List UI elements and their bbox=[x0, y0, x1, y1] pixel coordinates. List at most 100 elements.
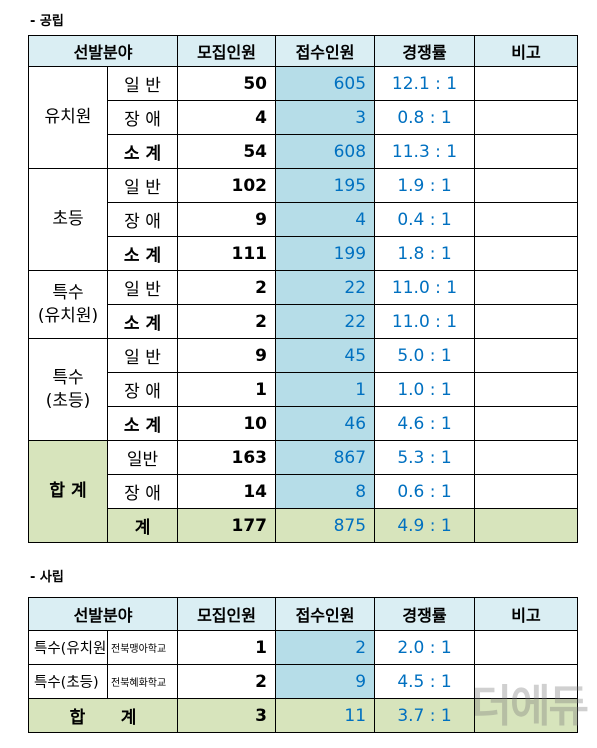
row-label: 장 애 bbox=[106, 474, 179, 509]
applicants-cell: 2 bbox=[275, 630, 376, 665]
note-cell bbox=[474, 372, 579, 407]
quota-cell: 102 bbox=[177, 168, 277, 203]
group-name-line2: (초등) bbox=[45, 390, 91, 411]
private-section-title: - 사립 bbox=[30, 570, 64, 585]
applicants-cell: 22 bbox=[275, 270, 376, 305]
ratio-cell: 11.0 : 1 bbox=[374, 270, 476, 305]
note-cell bbox=[474, 100, 579, 135]
group-kindergarten: 유치원 bbox=[28, 66, 108, 169]
note-cell bbox=[474, 440, 579, 475]
header-note: 비고 bbox=[474, 35, 579, 67]
note-cell bbox=[474, 304, 579, 339]
group-name-line2: (유치원) bbox=[37, 305, 99, 326]
group-name-line1: 특수 bbox=[52, 282, 84, 303]
ratio-cell: 11.3 : 1 bbox=[374, 134, 476, 169]
table-row: 초등 일 반 102 195 1.9 : 1 bbox=[28, 168, 579, 271]
ratio-cell: 4.9 : 1 bbox=[374, 508, 476, 543]
table-header-row: 선발분야 모집인원 접수인원 경쟁률 비고 bbox=[27, 35, 579, 67]
group-name-line1: 특수 bbox=[52, 367, 84, 388]
applicants-cell: 608 bbox=[275, 134, 376, 169]
header-ratio: 경쟁률 bbox=[374, 35, 476, 67]
quota-cell: 9 bbox=[177, 338, 277, 373]
applicants-cell: 22 bbox=[275, 304, 376, 339]
group-elementary: 초등 bbox=[28, 168, 108, 271]
quota-cell: 3 bbox=[177, 698, 277, 733]
header-field: 선발분야 bbox=[27, 597, 179, 631]
header-quota: 모집인원 bbox=[177, 597, 277, 631]
total-label: 합 계 bbox=[27, 698, 179, 733]
quota-cell: 2 bbox=[177, 270, 277, 305]
ratio-cell: 12.1 : 1 bbox=[374, 66, 476, 101]
ratio-cell: 5.0 : 1 bbox=[374, 338, 476, 373]
applicants-cell: 199 bbox=[275, 236, 376, 271]
table-row: 소 계 2 22 11.0 : 1 bbox=[29, 304, 579, 339]
table-row: 장 애 1 1 1.0 : 1 bbox=[29, 372, 579, 407]
group-total: 합 계 bbox=[28, 440, 108, 543]
note-cell bbox=[474, 406, 579, 441]
school-cell: 전북맹아학교 bbox=[106, 630, 179, 665]
table-row: 특수(유치원) 전북맹아학교 1 2 2.0 : 1 bbox=[28, 630, 579, 665]
table-header-row: 선발분야 모집인원 접수인원 경쟁률 비고 bbox=[27, 597, 579, 631]
row-label: 장 애 bbox=[106, 202, 179, 237]
applicants-cell: 8 bbox=[275, 474, 376, 509]
header-note: 비고 bbox=[474, 597, 579, 631]
note-cell bbox=[474, 202, 579, 237]
quota-cell: 4 bbox=[177, 100, 277, 135]
header-ratio: 경쟁률 bbox=[374, 597, 476, 631]
row-label: 소 계 bbox=[106, 236, 179, 271]
row-label: 일 반 bbox=[106, 66, 179, 101]
table-row: 소 계 111 199 1.8 : 1 bbox=[29, 236, 579, 271]
row-label: 장 애 bbox=[106, 100, 179, 135]
ratio-cell: 0.8 : 1 bbox=[374, 100, 476, 135]
quota-cell: 177 bbox=[177, 508, 277, 543]
public-table: 선발분야 모집인원 접수인원 경쟁률 비고 유치원 일 반 50 605 12.… bbox=[27, 35, 579, 543]
ratio-cell: 11.0 : 1 bbox=[374, 304, 476, 339]
table-row-total: 계 177 875 4.9 : 1 bbox=[29, 508, 579, 543]
table-row: 특수(초등) 전북혜화학교 2 9 4.5 : 1 bbox=[28, 664, 579, 699]
group-special-elementary: 특수 (초등) bbox=[28, 338, 108, 441]
public-section-title: - 공립 bbox=[30, 14, 64, 29]
ratio-cell: 5.3 : 1 bbox=[374, 440, 476, 475]
table-row: 합 계 일반 163 867 5.3 : 1 bbox=[28, 440, 579, 543]
quota-cell: 14 bbox=[177, 474, 277, 509]
ratio-cell: 3.7 : 1 bbox=[374, 698, 476, 733]
header-quota: 모집인원 bbox=[177, 35, 277, 67]
ratio-cell: 1.8 : 1 bbox=[374, 236, 476, 271]
applicants-cell: 45 bbox=[275, 338, 376, 373]
table-row-total: 합 계 3 11 3.7 : 1 bbox=[27, 698, 579, 733]
watermark-logo: 더에듀 bbox=[471, 681, 589, 732]
note-cell bbox=[474, 168, 579, 203]
quota-cell: 2 bbox=[177, 304, 277, 339]
ratio-cell: 0.4 : 1 bbox=[374, 202, 476, 237]
private-table: 선발분야 모집인원 접수인원 경쟁률 비고 특수(유치원) 전북맹아학교 1 2… bbox=[27, 597, 579, 733]
row-label: 소 계 bbox=[106, 304, 179, 339]
applicants-cell: 867 bbox=[275, 440, 376, 475]
quota-cell: 1 bbox=[177, 630, 277, 665]
ratio-cell: 1.9 : 1 bbox=[374, 168, 476, 203]
table-row: 장 애 9 4 0.4 : 1 bbox=[29, 202, 579, 237]
quota-cell: 10 bbox=[177, 406, 277, 441]
ratio-cell: 1.0 : 1 bbox=[374, 372, 476, 407]
ratio-cell: 2.0 : 1 bbox=[374, 630, 476, 665]
applicants-cell: 4 bbox=[275, 202, 376, 237]
ratio-cell: 0.6 : 1 bbox=[374, 474, 476, 509]
table-row: 소 계 10 46 4.6 : 1 bbox=[29, 406, 579, 441]
applicants-cell: 605 bbox=[275, 66, 376, 101]
header-applicants: 접수인원 bbox=[275, 35, 376, 67]
row-label: 일 반 bbox=[106, 270, 179, 305]
row-label: 일반 bbox=[106, 440, 179, 475]
field-cell: 특수(유치원) bbox=[28, 630, 108, 665]
ratio-cell: 4.5 : 1 bbox=[374, 664, 476, 699]
group-special-kindergarten: 특수 (유치원) bbox=[28, 270, 108, 339]
header-applicants: 접수인원 bbox=[275, 597, 376, 631]
table-row: 장 애 4 3 0.8 : 1 bbox=[29, 100, 579, 135]
ratio-cell: 4.6 : 1 bbox=[374, 406, 476, 441]
applicants-cell: 3 bbox=[275, 100, 376, 135]
note-cell bbox=[474, 508, 579, 543]
school-cell: 전북혜화학교 bbox=[106, 664, 179, 699]
note-cell bbox=[474, 236, 579, 271]
note-cell bbox=[474, 630, 579, 665]
applicants-cell: 875 bbox=[275, 508, 376, 543]
quota-cell: 9 bbox=[177, 202, 277, 237]
row-label: 일 반 bbox=[106, 168, 179, 203]
